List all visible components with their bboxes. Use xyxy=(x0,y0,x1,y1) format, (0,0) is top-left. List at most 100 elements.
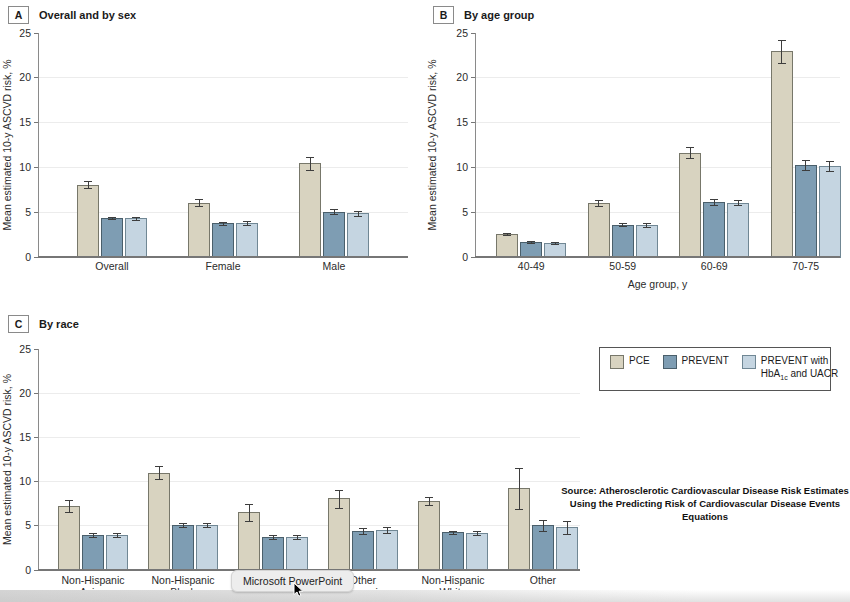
bar xyxy=(795,166,816,257)
panel-a-letter: A xyxy=(8,6,29,24)
legend-swatch-prevent-hba xyxy=(742,355,756,369)
legend-item-pce: PCE xyxy=(610,355,650,369)
y-tick-label: 0 xyxy=(25,251,31,263)
panel-c-chart: 0 5 10 15 20 25 Mean estimated 10-y ASCVD risk… xyxy=(0,300,850,602)
bar xyxy=(83,536,104,570)
y-axis-title: Mean estimated 10-y ASCVD risk, % xyxy=(426,60,438,231)
y-tick-label: 20 xyxy=(19,387,31,399)
category-label: Non-Hispanic xyxy=(421,574,484,586)
screen: A Overall and by sex 0 5 10 15 20 25 Mean esti… xyxy=(0,0,850,602)
y-tick-label: 15 xyxy=(19,116,31,128)
category-label: 40-49 xyxy=(518,260,545,272)
bar xyxy=(59,506,80,570)
category-label: Other xyxy=(530,574,557,586)
bar xyxy=(329,498,350,570)
panel-b: B By age group 0 5 10 15 20 25 Mean estimated … xyxy=(425,0,850,300)
bar xyxy=(533,526,554,570)
y-axis-title: Mean estimated 10-y ASCVD risk, % xyxy=(1,374,13,545)
bar xyxy=(348,214,369,257)
category-label: Non-Hispanic xyxy=(61,574,124,586)
y-tick-label: 20 xyxy=(19,71,31,83)
panel-c-title: By race xyxy=(39,318,79,330)
y-tick-label: 25 xyxy=(456,27,468,39)
bar xyxy=(467,534,488,570)
bar xyxy=(173,525,194,570)
taskbar-edge[interactable] xyxy=(0,590,850,602)
panel-b-head: B By age group xyxy=(433,6,534,24)
panel-a-title: Overall and by sex xyxy=(39,9,136,21)
bar xyxy=(612,225,633,257)
bar xyxy=(237,223,258,257)
panel-a: A Overall and by sex 0510152025Mean esti… xyxy=(0,0,425,300)
bar xyxy=(771,52,792,257)
bar xyxy=(419,501,440,570)
x-axis-title: Age group, y xyxy=(628,278,688,290)
panel-b-title: By age group xyxy=(464,9,534,21)
y-tick-label: 15 xyxy=(456,116,468,128)
panel-c-head: C By race xyxy=(8,315,79,333)
y-tick-label: 10 xyxy=(456,161,468,173)
y-tick-label: 25 xyxy=(19,27,31,39)
bar xyxy=(287,537,308,570)
legend-item-prevent-hba: PREVENT with HbA1c and UACR xyxy=(742,355,849,382)
legend-label-subscript: 1c xyxy=(780,374,787,381)
bar xyxy=(497,235,518,257)
bar xyxy=(107,536,128,570)
bar xyxy=(728,203,749,257)
y-tick-label: 15 xyxy=(19,431,31,443)
category-label: 70-75 xyxy=(792,260,819,272)
legend-swatch-pce xyxy=(610,355,624,369)
category-label: Non-Hispanic xyxy=(151,574,214,586)
bar xyxy=(819,167,840,257)
y-tick-label: 5 xyxy=(462,206,468,218)
y-tick-label: 0 xyxy=(462,251,468,263)
bar xyxy=(324,212,345,257)
bar xyxy=(213,224,234,257)
legend-swatch-prevent xyxy=(663,355,677,369)
bar xyxy=(126,219,147,257)
bar xyxy=(545,244,566,257)
bar xyxy=(78,185,99,257)
legend-label-pce: PCE xyxy=(629,355,650,368)
bar xyxy=(189,203,210,257)
legend-item-prevent: PREVENT xyxy=(663,355,729,369)
mouse-cursor xyxy=(293,583,305,598)
bar xyxy=(263,537,284,570)
source-note: Source: Atherosclerotic Cardiovascular D… xyxy=(555,485,850,523)
bar xyxy=(521,243,542,257)
panel-c: C By race 0 5 10 15 20 25 Mean estimated 10-y … xyxy=(0,300,850,602)
bar xyxy=(300,164,321,257)
panel-b-chart: 0 5 10 15 20 25 Mean estimated 10-y ASCVD risk… xyxy=(425,0,850,300)
bar xyxy=(102,218,123,257)
bar xyxy=(704,202,725,257)
bar xyxy=(377,531,398,570)
y-tick-label: 20 xyxy=(456,71,468,83)
bar xyxy=(149,474,170,570)
source-line-1: Source: Atherosclerotic Cardiovascular D… xyxy=(555,485,850,498)
panel-a-head: A Overall and by sex xyxy=(8,6,136,24)
category-label: 50-59 xyxy=(609,260,636,272)
panel-b-letter: B xyxy=(433,6,454,24)
panel-c-letter: C xyxy=(8,315,29,333)
category-label: Overall xyxy=(95,260,128,272)
bar xyxy=(197,525,218,570)
y-axis-title: Mean estimated 10-y ASCVD risk, % xyxy=(1,60,13,231)
bar xyxy=(443,533,464,570)
panel-a-chart: 0510152025Mean estimated 10-y ASCVD risk… xyxy=(0,0,425,300)
y-tick-label: 5 xyxy=(25,519,31,531)
legend-label-prevent: PREVENT xyxy=(682,355,729,368)
bar xyxy=(636,226,657,257)
y-tick-label: 10 xyxy=(19,161,31,173)
bar xyxy=(353,532,374,570)
category-label: Female xyxy=(205,260,240,272)
legend: PCE PREVENT PREVENT with HbA1c and UACR xyxy=(599,347,831,391)
y-tick-label: 10 xyxy=(19,475,31,487)
source-line-2: Using the Predicting Risk of Cardiovascu… xyxy=(555,498,850,524)
y-tick-label: 25 xyxy=(19,343,31,355)
legend-label-prevent-hba: PREVENT with HbA1c and UACR xyxy=(761,355,849,382)
category-label: 60-69 xyxy=(701,260,728,272)
legend-label-text: and UACR xyxy=(788,368,839,379)
y-tick-label: 0 xyxy=(25,564,31,576)
bar xyxy=(680,153,701,257)
category-label: Male xyxy=(323,260,346,272)
